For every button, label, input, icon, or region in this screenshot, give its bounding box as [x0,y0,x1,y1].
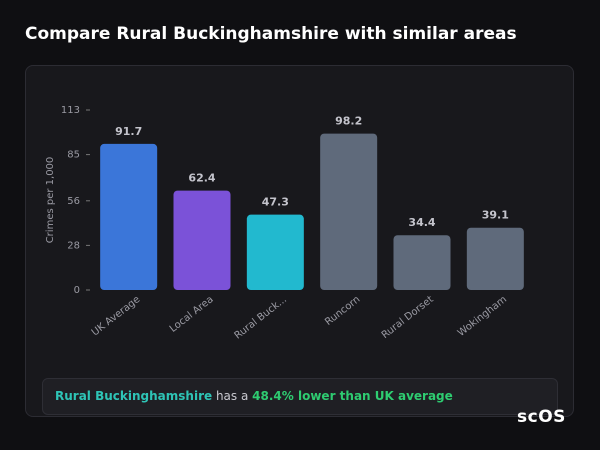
logo: scOS [517,407,566,427]
x-tick-label: Wokingham [456,294,509,339]
bar [100,143,158,290]
value-label: 34.4 [408,216,435,229]
summary-text: has a [215,389,249,403]
value-label: 62.4 [188,172,215,185]
x-tick-label: Rural Dorset [380,294,436,341]
bar [320,133,378,290]
y-tick-label: 113 [61,105,80,116]
value-label: 47.3 [262,196,289,209]
y-tick-label: 85 [67,150,80,161]
bar [393,235,451,290]
y-tick-label: 0 [74,285,80,296]
summary-box: Rural Buckinghamshire has a 48.4% lower … [42,378,558,415]
value-label: 39.1 [482,209,509,222]
y-axis-label: Crimes per 1,000 [45,157,56,244]
value-label: 98.2 [335,115,362,128]
bar [246,214,304,290]
y-tick-label: 56 [67,196,80,207]
y-tick-label: 28 [67,240,80,251]
value-label: 91.7 [115,125,142,138]
x-tick-label: UK Average [90,294,143,338]
bar [173,190,231,290]
comparison: 48.4% lower than UK average [252,389,453,403]
x-tick-label: Local Area [168,294,216,335]
bar [466,227,524,290]
page-title: Compare Rural Buckinghamshire with simil… [25,24,517,44]
x-tick-label: Rural Buck... [233,294,289,341]
x-tick-label: Runcorn [323,294,362,328]
area-name: Rural Buckinghamshire [55,389,213,403]
